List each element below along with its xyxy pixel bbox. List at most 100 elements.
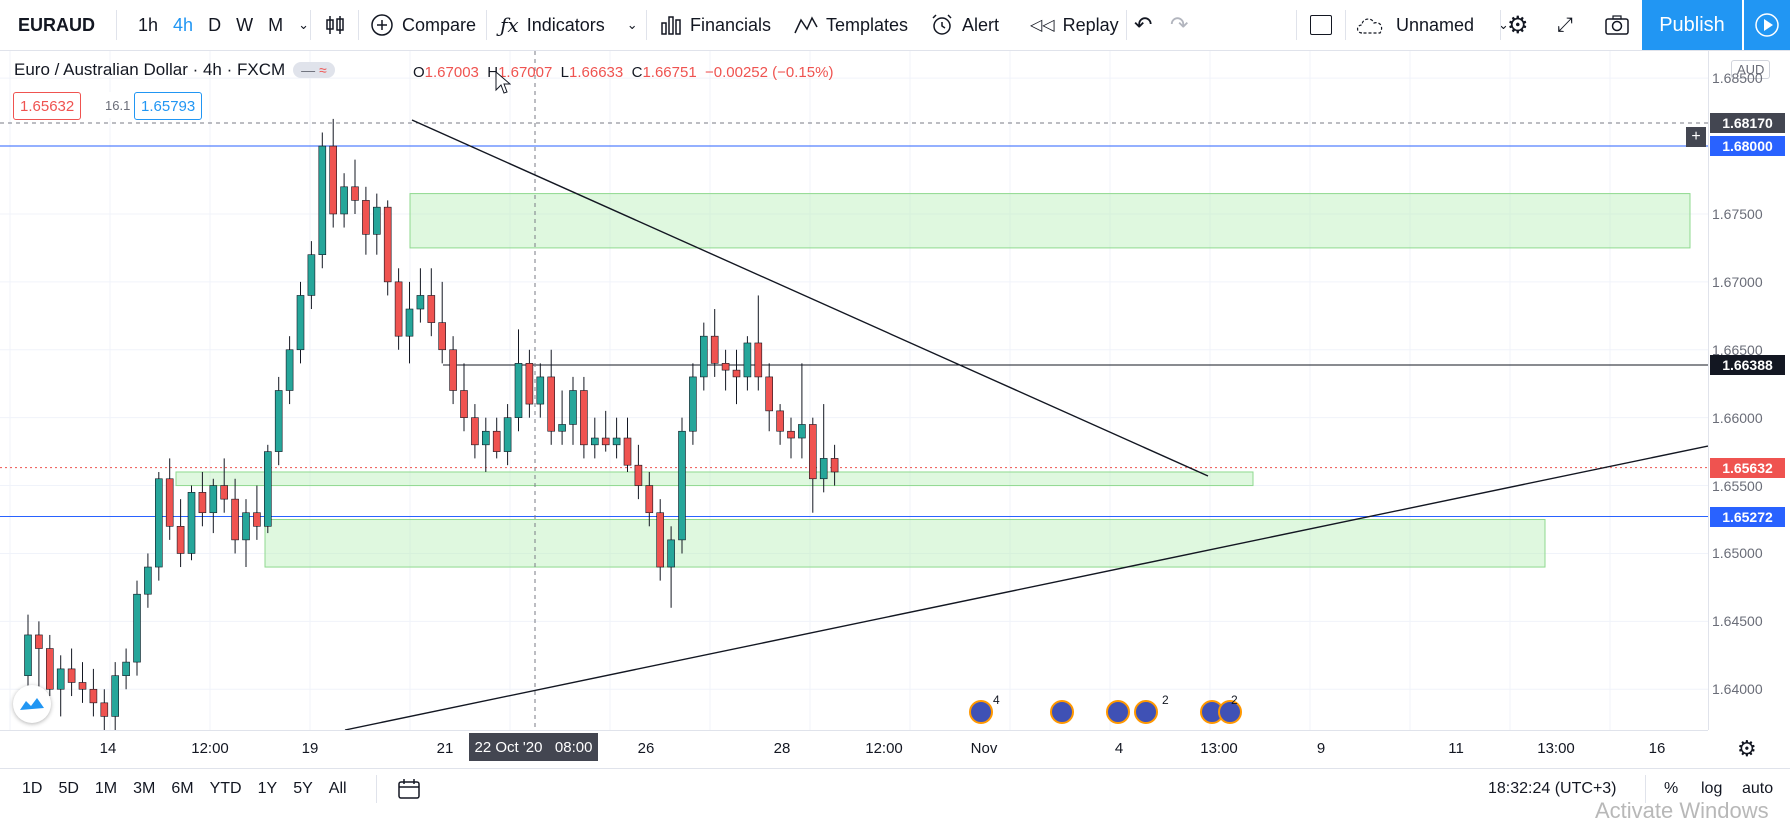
clock[interactable]: 18:32:24 (UTC+3) xyxy=(1488,780,1617,797)
layout-name-button[interactable]: Unnamed ⌄ xyxy=(1354,0,1509,50)
candle xyxy=(253,512,261,527)
layout-square-icon[interactable] xyxy=(1310,0,1332,50)
play-circle-icon xyxy=(1755,13,1779,37)
price-tick: 1.65500 xyxy=(1712,477,1763,494)
candle xyxy=(307,254,316,296)
range-1m[interactable]: 1M xyxy=(94,780,118,797)
candle xyxy=(645,485,654,514)
price-tick: 1.64500 xyxy=(1712,613,1763,630)
divider xyxy=(1645,775,1646,803)
play-button[interactable] xyxy=(1744,0,1790,50)
symbol-search[interactable]: EURAUD xyxy=(18,14,96,35)
alert-button[interactable]: Alert xyxy=(930,0,999,50)
chevron-down-icon[interactable]: ⌄ xyxy=(298,17,309,32)
activate-windows-watermark: Activate Windows xyxy=(1595,798,1769,823)
range-1y[interactable]: 1Y xyxy=(257,780,278,797)
range-5d[interactable]: 5D xyxy=(58,780,79,797)
candle xyxy=(514,363,523,418)
interval-4h[interactable]: 4h xyxy=(173,14,194,35)
candle xyxy=(481,430,490,446)
range-5y[interactable]: 5Y xyxy=(293,780,313,797)
range-ytd[interactable]: YTD xyxy=(209,780,242,797)
camera-icon[interactable] xyxy=(1604,0,1630,50)
percent-toggle[interactable]: % xyxy=(1664,780,1679,797)
log-toggle[interactable]: log xyxy=(1701,780,1723,797)
tradingview-logo-icon[interactable] xyxy=(13,685,51,723)
economic-event-icon xyxy=(1050,700,1074,724)
chart-type-button[interactable] xyxy=(324,0,346,50)
bottom-toolbar xyxy=(0,768,1790,814)
interval-m[interactable]: M xyxy=(268,14,284,35)
divider xyxy=(310,10,311,40)
templates-button[interactable]: Templates xyxy=(794,0,908,50)
candle xyxy=(209,485,218,514)
candle xyxy=(590,437,599,446)
rewind-icon: ◁◁ xyxy=(1030,17,1055,34)
candle xyxy=(449,349,457,391)
candle xyxy=(242,512,250,541)
replay-button[interactable]: ◁◁ Replay xyxy=(1030,0,1119,50)
candle xyxy=(274,390,283,452)
event-count: 4 xyxy=(993,693,1000,707)
candle xyxy=(231,498,239,541)
price-tag: 1.65632 xyxy=(1710,457,1785,478)
time-tick: 21 xyxy=(436,740,454,757)
candle xyxy=(187,492,196,554)
candle xyxy=(263,451,272,527)
divider xyxy=(358,10,359,40)
range-1d[interactable]: 1D xyxy=(22,780,43,797)
candle xyxy=(460,390,468,418)
open-value: 1.67003 xyxy=(424,64,479,81)
demand-zone xyxy=(264,519,1546,568)
price-axis[interactable] xyxy=(1708,51,1790,730)
candle xyxy=(198,492,207,514)
price-tag: 1.66388 xyxy=(1710,354,1785,375)
time-axis[interactable] xyxy=(0,730,1708,769)
fullscreen-icon[interactable]: ⤢ xyxy=(1557,13,1573,36)
sell-price-button[interactable]: 1.65632 xyxy=(13,92,82,120)
candle xyxy=(24,634,32,676)
plus-icon[interactable]: + xyxy=(1686,127,1706,147)
candles-icon xyxy=(326,16,344,34)
time-tick: 4 xyxy=(1114,740,1124,757)
economic-event-icon xyxy=(1218,700,1242,724)
range-6m[interactable]: 6M xyxy=(171,780,194,797)
undo-icon[interactable]: ↶ xyxy=(1134,12,1153,37)
range-all[interactable]: All xyxy=(328,780,347,797)
gear-icon[interactable]: ⚙ xyxy=(1737,736,1757,761)
candle xyxy=(56,668,65,690)
candle xyxy=(612,437,621,446)
go-to-date-icon[interactable] xyxy=(397,778,421,805)
candle xyxy=(492,430,501,452)
candle xyxy=(776,410,784,432)
candle xyxy=(78,682,87,690)
candle xyxy=(808,424,817,480)
range-3m[interactable]: 3M xyxy=(133,780,156,797)
candle xyxy=(351,186,359,201)
high-value: 1.67007 xyxy=(498,64,553,81)
interval-w[interactable]: W xyxy=(236,14,254,35)
auto-toggle[interactable]: auto xyxy=(1742,780,1774,797)
candle xyxy=(111,675,119,717)
templates-label: Templates xyxy=(826,14,909,35)
interval-d[interactable]: D xyxy=(208,14,222,35)
divider xyxy=(1345,10,1346,40)
financials-button[interactable]: Financials xyxy=(660,0,771,50)
redo-icon[interactable]: ↷ xyxy=(1170,12,1189,37)
publish-button[interactable]: Publish xyxy=(1642,0,1742,50)
gear-icon[interactable]: ⚙ xyxy=(1507,11,1529,39)
price-tick: 1.65000 xyxy=(1712,545,1763,562)
candle xyxy=(525,363,534,405)
interval-group: 1h 4h D W M ⌄ xyxy=(138,0,309,50)
legend-toggle[interactable]: — ≈ xyxy=(293,62,335,78)
candle xyxy=(220,485,228,500)
price-chart[interactable]: 4 2 2 xyxy=(0,51,1708,730)
compare-button[interactable]: Compare xyxy=(370,0,476,50)
candle xyxy=(819,458,828,480)
chevron-down-icon[interactable]: ⌄ xyxy=(626,17,638,32)
currency-label[interactable]: AUD xyxy=(1731,60,1771,79)
interval-1h[interactable]: 1h xyxy=(138,14,159,35)
buy-price-button[interactable]: 1.65793 xyxy=(134,92,203,120)
indicators-button[interactable]: ƒx Indicators ⌄ xyxy=(500,0,638,50)
chevron-down-icon[interactable]: ⌄ xyxy=(1498,17,1509,32)
